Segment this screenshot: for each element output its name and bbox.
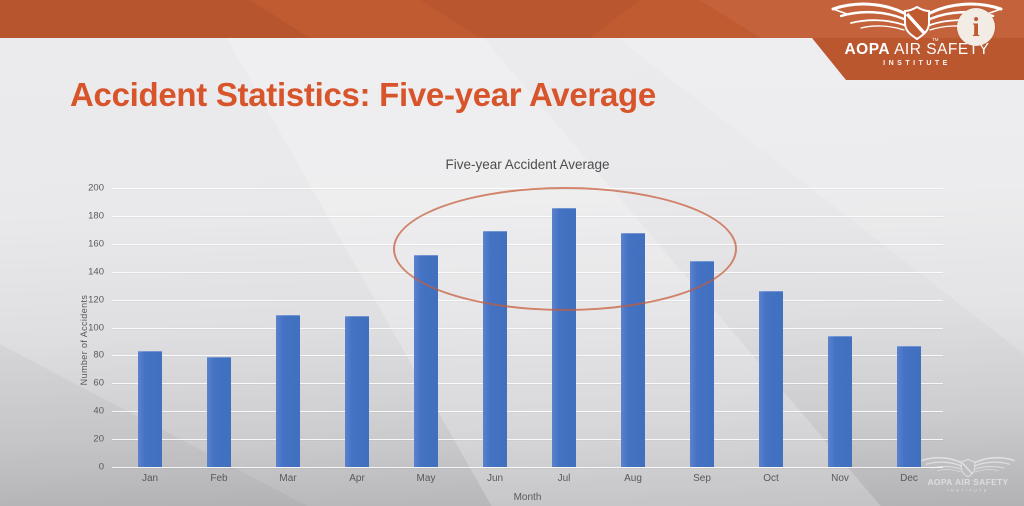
y-axis-title: Number of Accidents (79, 294, 89, 386)
x-tick-label: Oct (763, 473, 779, 484)
info-icon-glyph: i (972, 11, 980, 42)
y-tick-label: 80 (93, 349, 104, 361)
x-tick-label: Feb (210, 473, 228, 484)
gridline (112, 215, 943, 217)
gridline (112, 411, 943, 413)
y-tick-label: 200 (88, 182, 104, 194)
bar-mar (276, 314, 300, 467)
x-tick-label: Jun (486, 473, 504, 484)
bar-apr (345, 316, 369, 467)
org-subtitle: INSTITUTE (883, 60, 951, 67)
gridline (112, 355, 943, 357)
x-tick-label: Jan (141, 473, 159, 484)
y-tick-label: 0 (98, 461, 104, 473)
bar-jul (552, 207, 576, 467)
y-tick-label: 100 (88, 322, 104, 333)
gridline (112, 327, 943, 329)
bar-chart-plot-area: Month 0 20 40 60 80 100 120 140 160 180 200 Jan Feb M… (88, 183, 943, 503)
bar-may (414, 254, 438, 467)
y-tick-label: 180 (88, 210, 104, 222)
bar-nov (828, 335, 852, 467)
gridline (112, 299, 943, 301)
chart-title: Five-year Accident Average (445, 157, 610, 172)
bar-jan (138, 351, 162, 467)
gridline (112, 383, 943, 385)
gridline (112, 467, 943, 468)
info-icon[interactable]: i (957, 8, 995, 46)
org-name-bold: AOPA (844, 41, 891, 58)
x-tick-label: Dec (900, 473, 918, 484)
bar-aug (621, 232, 645, 467)
x-tick-label: May (416, 473, 436, 484)
x-tick-label: Nov (831, 473, 849, 484)
bar-feb (207, 356, 231, 467)
y-tick-label: 60 (93, 377, 104, 389)
gridline (112, 439, 943, 441)
y-tick-label: 20 (93, 433, 104, 445)
x-axis-title: Month (513, 492, 542, 503)
bar-dec (897, 345, 921, 467)
y-tick-label: 40 (93, 405, 104, 417)
org-name-rest: AIR SAFETY (952, 477, 1009, 487)
x-tick-label: Mar (279, 473, 297, 484)
bar-sep (690, 260, 714, 467)
bar-oct (759, 291, 783, 467)
y-tick-label: 120 (88, 294, 104, 306)
y-tick-label: 140 (88, 266, 104, 278)
y-tick-label: 160 (88, 238, 104, 250)
x-tick-label: Aug (624, 473, 642, 484)
x-tick-label: Apr (349, 473, 365, 484)
page-title: Accident Statistics: Five-year Average (70, 76, 656, 114)
gridline (112, 243, 943, 245)
x-tick-label: Sep (693, 473, 711, 484)
gridline (112, 271, 943, 273)
gridline (112, 188, 943, 189)
x-tick-label: Jul (557, 473, 571, 484)
bar-jun (483, 231, 507, 467)
